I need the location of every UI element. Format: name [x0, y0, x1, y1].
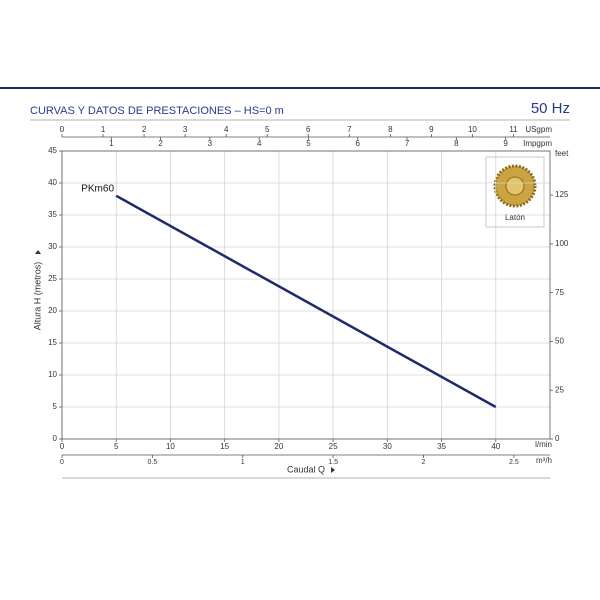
top-tick-label: 7 — [405, 139, 410, 148]
inset: Latón — [485, 156, 545, 228]
y-axis-title: Altura H (metros) — [32, 262, 42, 331]
top-tick-label: 9 — [429, 125, 434, 134]
impeller-hub — [505, 176, 525, 196]
x-axis-arrow — [331, 467, 335, 473]
top-tick-label: 3 — [183, 125, 188, 134]
top-tick-label: 5 — [265, 125, 270, 134]
x-tick-label: 15 — [220, 442, 229, 451]
top-tick-label: 2 — [142, 125, 147, 134]
y-tick-label: 20 — [48, 306, 57, 315]
top-tick-label: 6 — [306, 125, 311, 134]
bottom2-unit: m³/h — [536, 456, 552, 465]
top-tick-label: 10 — [468, 125, 477, 134]
bottom2-tick-label: 2.5 — [509, 459, 519, 466]
top-tick-label: 8 — [454, 139, 459, 148]
y-tick-label: 5 — [53, 402, 58, 411]
top-tick-label: 11 — [509, 125, 518, 134]
bottom2-tick-label: 0.5 — [148, 459, 158, 466]
bottom2-tick-label: 1.5 — [328, 459, 338, 466]
chart-title: CURVAS Y DATOS DE PRESTACIONES – HS=0 m — [30, 105, 284, 117]
y-tick-label: 30 — [48, 242, 57, 251]
y-tick-label: 0 — [53, 434, 58, 443]
top-tick-label: 0 — [60, 125, 65, 134]
x-tick-label: 30 — [383, 442, 392, 451]
top-tick-label: 8 — [388, 125, 393, 134]
y2-unit: feet — [555, 149, 569, 158]
y-axis-arrow — [35, 250, 41, 254]
y-tick-label: 25 — [48, 274, 57, 283]
top-axis-unit: Impgpm — [523, 139, 552, 148]
top-tick-label: 6 — [356, 139, 361, 148]
top-tick-label: 2 — [158, 139, 163, 148]
plot-frame — [61, 150, 551, 440]
x-tick-label: 10 — [166, 442, 175, 451]
y-tick-label: 40 — [48, 178, 57, 187]
top-tick-label: 1 — [101, 125, 106, 134]
y2-tick-label: 50 — [555, 337, 564, 346]
frequency: 50 Hz — [531, 100, 570, 117]
x-tick-label: 25 — [329, 442, 338, 451]
top-tick-label: 1 — [109, 139, 114, 148]
series-label: PKm60 — [81, 183, 114, 194]
y-tick-label: 10 — [48, 370, 57, 379]
top-tick-label: 3 — [208, 139, 213, 148]
x-tick-label: 35 — [437, 442, 446, 451]
y2-tick-label: 0 — [555, 434, 560, 443]
x-axis-title: Caudal Q — [287, 464, 325, 474]
y2-tick-label: 100 — [555, 239, 569, 248]
top-axis-unit: USgpm — [525, 125, 552, 134]
bottom2-tick-label: 1 — [241, 459, 245, 466]
y-tick-label: 35 — [48, 210, 57, 219]
x-tick-label: 5 — [114, 442, 119, 451]
series-line — [115, 194, 497, 409]
top-tick-label: 4 — [257, 139, 262, 148]
y2-tick-label: 125 — [555, 190, 569, 199]
bottom2-tick-label: 2 — [422, 459, 426, 466]
top-tick-label: 5 — [306, 139, 311, 148]
top-tick-label: 9 — [503, 139, 508, 148]
x-tick-label: 40 — [491, 442, 500, 451]
top-tick-label: 4 — [224, 125, 229, 134]
y-tick-label: 15 — [48, 338, 57, 347]
inset-label: Latón — [505, 213, 525, 222]
bottom2-tick-label: 0 — [60, 459, 64, 466]
x-tick-label: 0 — [60, 442, 65, 451]
y2-tick-label: 75 — [555, 288, 564, 297]
y-tick-label: 45 — [48, 146, 57, 155]
x-unit: l/min — [535, 440, 552, 449]
x-tick-label: 20 — [274, 442, 283, 451]
y2-tick-label: 25 — [555, 385, 564, 394]
top-tick-label: 7 — [347, 125, 352, 134]
